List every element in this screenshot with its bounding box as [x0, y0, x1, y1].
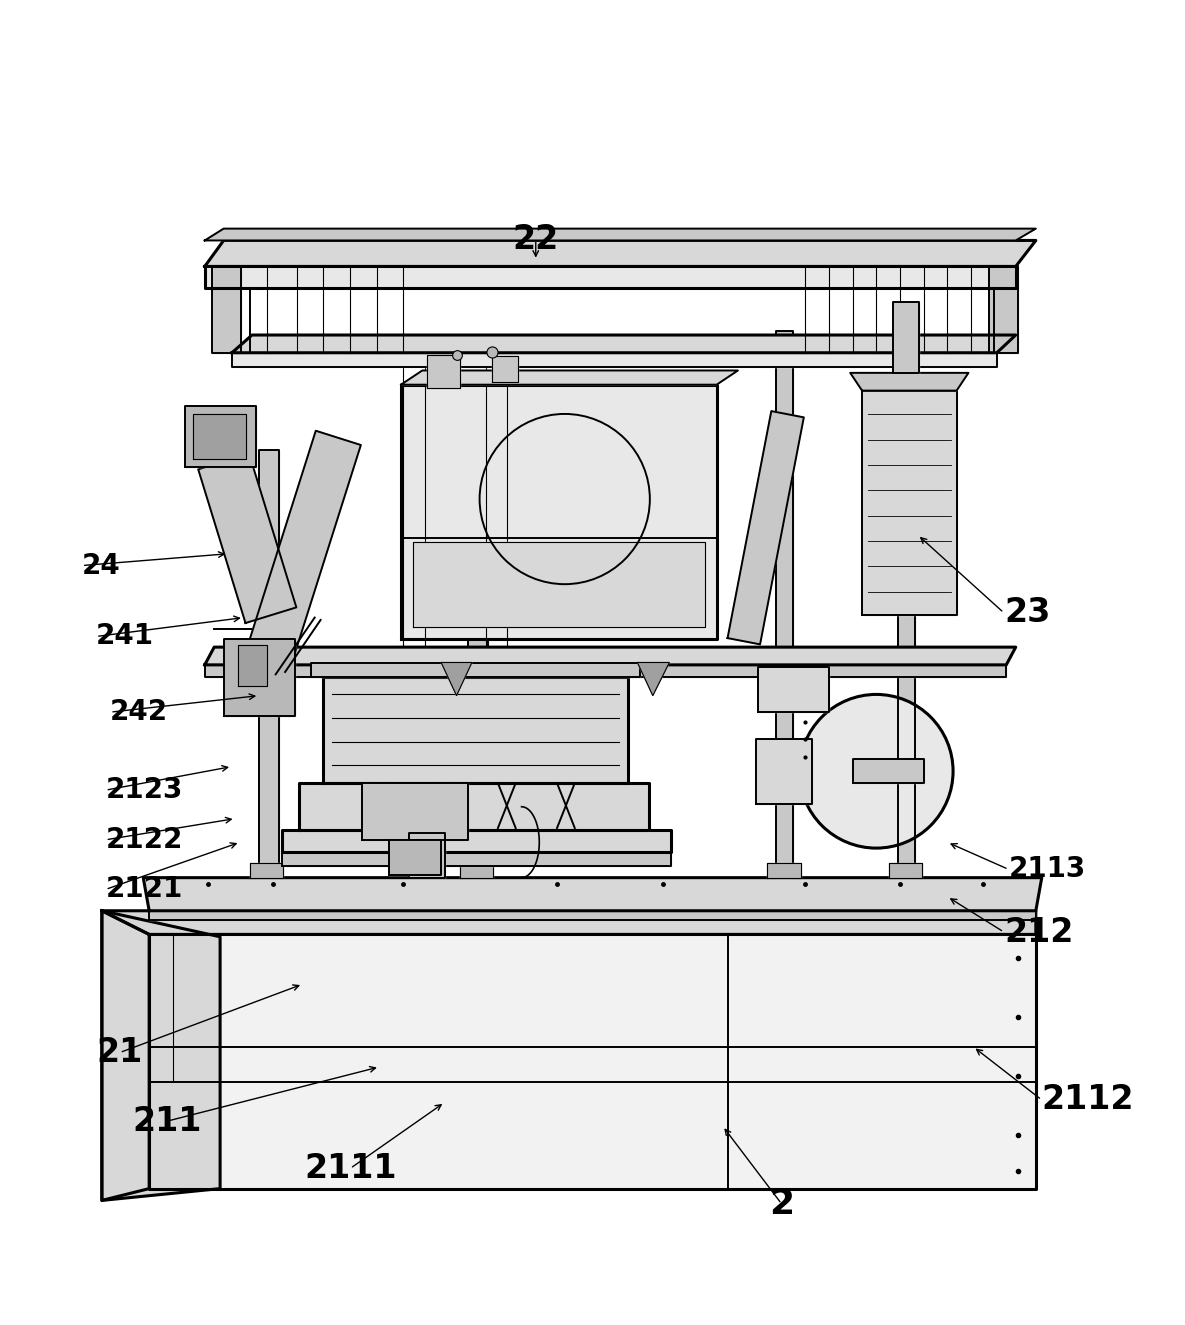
- Polygon shape: [282, 831, 671, 852]
- Polygon shape: [441, 662, 472, 696]
- Polygon shape: [324, 677, 628, 783]
- Polygon shape: [300, 783, 649, 831]
- Polygon shape: [193, 415, 246, 460]
- Text: 211: 211: [133, 1105, 201, 1138]
- Polygon shape: [250, 864, 283, 877]
- Polygon shape: [232, 352, 997, 367]
- Polygon shape: [776, 331, 794, 877]
- Polygon shape: [401, 371, 738, 384]
- Polygon shape: [149, 910, 1036, 921]
- Polygon shape: [412, 542, 705, 627]
- Circle shape: [800, 694, 953, 848]
- Text: 241: 241: [96, 623, 154, 651]
- Text: 2112: 2112: [1042, 1084, 1134, 1117]
- Polygon shape: [768, 864, 801, 877]
- Polygon shape: [756, 739, 813, 804]
- Polygon shape: [102, 910, 149, 1200]
- Polygon shape: [401, 384, 717, 639]
- Polygon shape: [861, 391, 956, 615]
- Text: 2111: 2111: [303, 1151, 397, 1185]
- Text: 242: 242: [110, 698, 168, 726]
- Text: 23: 23: [1004, 596, 1050, 629]
- Polygon shape: [205, 665, 1006, 677]
- Polygon shape: [468, 449, 488, 877]
- Text: 2: 2: [769, 1187, 794, 1220]
- Polygon shape: [149, 934, 1036, 1189]
- Polygon shape: [205, 240, 1036, 266]
- Polygon shape: [212, 266, 242, 352]
- Polygon shape: [260, 449, 280, 877]
- Polygon shape: [897, 307, 915, 877]
- Polygon shape: [205, 647, 1016, 665]
- Polygon shape: [361, 783, 468, 840]
- Polygon shape: [282, 852, 671, 865]
- Polygon shape: [892, 302, 918, 372]
- Polygon shape: [102, 910, 1036, 934]
- Polygon shape: [492, 356, 518, 383]
- Polygon shape: [889, 864, 922, 877]
- Polygon shape: [198, 453, 296, 623]
- Polygon shape: [988, 266, 1018, 352]
- Polygon shape: [728, 411, 803, 644]
- Text: 2121: 2121: [105, 876, 182, 904]
- Polygon shape: [460, 864, 493, 877]
- Polygon shape: [758, 668, 829, 712]
- Polygon shape: [102, 910, 220, 1200]
- Polygon shape: [205, 229, 1036, 240]
- Text: 24: 24: [82, 551, 121, 579]
- Polygon shape: [185, 405, 256, 468]
- Polygon shape: [238, 645, 268, 686]
- Polygon shape: [249, 431, 361, 657]
- Polygon shape: [850, 372, 968, 391]
- Polygon shape: [852, 759, 923, 783]
- Polygon shape: [205, 266, 1016, 288]
- Polygon shape: [312, 662, 640, 677]
- Text: 2122: 2122: [105, 825, 182, 853]
- Polygon shape: [232, 335, 1016, 352]
- Text: 2113: 2113: [1008, 856, 1085, 884]
- Text: 2123: 2123: [105, 776, 182, 804]
- Text: 21: 21: [96, 1036, 142, 1069]
- Text: 22: 22: [513, 223, 559, 256]
- Polygon shape: [409, 832, 444, 877]
- Polygon shape: [224, 639, 295, 716]
- Text: 212: 212: [1004, 916, 1074, 949]
- Polygon shape: [427, 355, 460, 388]
- Polygon shape: [638, 662, 670, 696]
- Polygon shape: [143, 877, 1042, 910]
- Polygon shape: [389, 840, 441, 876]
